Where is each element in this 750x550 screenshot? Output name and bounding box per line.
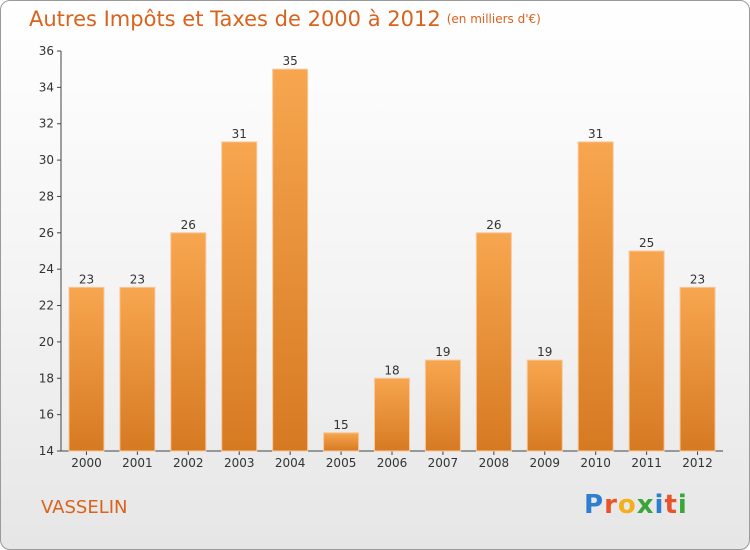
- value-label-2010: 31: [588, 127, 603, 141]
- bar-2012: [679, 286, 716, 452]
- value-label-2000: 23: [79, 272, 94, 286]
- y-tick-label: 16: [39, 408, 54, 422]
- value-label-2001: 23: [130, 272, 145, 286]
- x-tick-label-2002: 2002: [173, 456, 204, 470]
- value-label-2002: 26: [181, 218, 196, 232]
- x-tick-label-2009: 2009: [529, 456, 560, 470]
- bar-2005: [323, 432, 360, 452]
- y-tick-label: 20: [39, 335, 54, 349]
- value-label-2008: 26: [486, 218, 501, 232]
- x-tick-label-2006: 2006: [377, 456, 408, 470]
- proxiti-logo[interactable]: Proxiti: [584, 490, 688, 520]
- x-tick-label-2000: 2000: [71, 456, 102, 470]
- x-tick-label-2010: 2010: [580, 456, 611, 470]
- bar-2006: [374, 377, 410, 452]
- y-tick-label: 28: [39, 189, 54, 203]
- chart-title-text: Autres Impôts et Taxes de 2000 à 2012: [29, 7, 441, 31]
- bar-2009: [526, 359, 563, 452]
- x-tick-label-2011: 2011: [631, 456, 662, 470]
- x-tick-label-2012: 2012: [682, 456, 713, 470]
- value-label-2006: 18: [384, 363, 399, 377]
- y-tick-label: 30: [39, 153, 54, 167]
- commune-name: VASSELIN: [41, 497, 128, 518]
- x-tick-label-2005: 2005: [326, 456, 357, 470]
- y-tick-label: 32: [39, 117, 54, 131]
- bar-2007: [424, 359, 461, 452]
- value-label-2007: 19: [435, 345, 450, 359]
- y-tick-label: 14: [39, 444, 54, 458]
- value-label-2005: 15: [333, 418, 348, 432]
- value-label-2011: 25: [639, 236, 654, 250]
- y-tick-label: 24: [39, 262, 54, 276]
- x-tick-label-2001: 2001: [122, 456, 153, 470]
- x-tick-label-2004: 2004: [275, 456, 306, 470]
- value-label-2009: 19: [537, 345, 552, 359]
- y-tick-label: 18: [39, 371, 54, 385]
- bar-2002: [170, 232, 207, 452]
- bar-2010: [577, 141, 614, 452]
- chart-subtitle: (en milliers d'€): [446, 12, 541, 26]
- y-tick-label: 34: [39, 80, 54, 94]
- bar-2004: [272, 68, 309, 452]
- x-tick-label-2008: 2008: [479, 456, 510, 470]
- bar-2008: [475, 232, 512, 452]
- y-tick-label: 22: [39, 299, 54, 313]
- bar-2011: [628, 250, 665, 452]
- value-label-2003: 31: [232, 127, 247, 141]
- value-label-2012: 23: [690, 272, 705, 286]
- y-tick-label: 26: [39, 226, 54, 240]
- y-tick-label: 36: [39, 44, 54, 58]
- bar-2000: [68, 286, 105, 452]
- chart-title: Autres Impôts et Taxes de 2000 à 2012 (en…: [29, 7, 541, 31]
- x-tick-label-2003: 2003: [224, 456, 255, 470]
- bar-2003: [221, 141, 258, 452]
- x-tick-label-2007: 2007: [428, 456, 459, 470]
- bar-2001: [119, 286, 156, 452]
- value-label-2004: 35: [283, 54, 298, 68]
